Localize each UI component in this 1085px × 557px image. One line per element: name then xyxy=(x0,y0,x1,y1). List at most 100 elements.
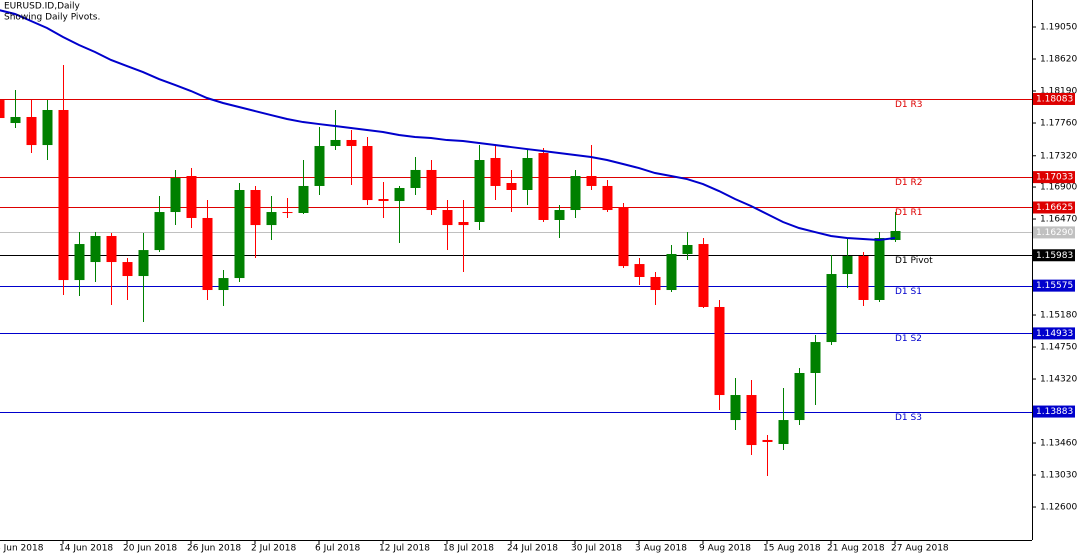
pivot-label: D1 R3 xyxy=(895,100,923,110)
x-tick-label: 21 Aug 2018 xyxy=(827,544,885,554)
x-tick-label: 18 Jul 2018 xyxy=(443,544,494,554)
candle-body xyxy=(266,212,277,226)
x-tick-label: 8 Jun 2018 xyxy=(0,544,44,554)
x-tick-label: 27 Aug 2018 xyxy=(891,544,949,554)
plot-area xyxy=(0,9,1032,476)
y-tick-label: 1.16900 xyxy=(1040,183,1077,193)
candle-body xyxy=(858,256,869,300)
candle-body xyxy=(826,274,837,343)
candle-body xyxy=(458,221,469,226)
candle-body xyxy=(186,176,197,218)
x-tick-label: 6 Jul 2018 xyxy=(315,544,360,554)
candle-body xyxy=(42,109,53,146)
moving-average xyxy=(0,9,896,242)
candle-body xyxy=(554,210,565,220)
candle-body xyxy=(762,439,773,442)
y-tick-label: 1.17760 xyxy=(1040,119,1077,129)
candle-body xyxy=(666,253,677,291)
candle-body xyxy=(410,169,421,188)
y-tick-label: 1.12600 xyxy=(1040,503,1077,513)
candle-body xyxy=(522,157,533,190)
candle-body xyxy=(794,372,805,421)
y-tick-label: 1.13460 xyxy=(1040,439,1077,449)
price-box-label: 1.17033 xyxy=(1036,173,1073,183)
candle-body xyxy=(74,244,85,281)
candle-body xyxy=(634,264,645,277)
price-box-label: 1.16290 xyxy=(1036,228,1073,238)
x-tick-label: 26 Jun 2018 xyxy=(187,544,241,554)
candle-body xyxy=(714,306,725,396)
price-box-label: 1.13883 xyxy=(1036,407,1073,417)
pivot-label: D1 S1 xyxy=(895,287,922,297)
y-tick-label: 1.18620 xyxy=(1040,55,1077,65)
candle-body xyxy=(810,342,821,373)
candle-body xyxy=(378,199,389,202)
candle-body xyxy=(282,212,293,214)
candle-body xyxy=(154,212,165,251)
chart-title: EURUSD.ID,Daily xyxy=(4,2,81,12)
candle-body xyxy=(10,116,21,124)
x-tick-label: 20 Jun 2018 xyxy=(123,544,177,554)
y-tick-label: 1.18190 xyxy=(1040,87,1077,97)
candle-body xyxy=(314,146,325,186)
y-tick-label: 1.19050 xyxy=(1040,23,1077,33)
price-box-label: 1.14933 xyxy=(1036,329,1073,339)
x-tick-label: 24 Jul 2018 xyxy=(507,544,558,554)
pivot-label: D1 S2 xyxy=(895,334,922,344)
candle-body xyxy=(138,250,149,277)
price-box xyxy=(1033,201,1075,214)
candle-body xyxy=(394,187,405,202)
candle-body xyxy=(218,278,229,291)
price-box xyxy=(1033,226,1075,239)
x-tick-label: 14 Jun 2018 xyxy=(59,544,113,554)
candle-body xyxy=(730,395,741,421)
candle-body xyxy=(0,100,5,119)
y-tick-label: 1.15180 xyxy=(1040,311,1077,321)
candle-body xyxy=(682,244,693,254)
candle-body xyxy=(346,139,357,147)
candle-body xyxy=(58,109,69,281)
candle-body xyxy=(250,189,261,226)
price-box xyxy=(1033,405,1075,418)
candle-body xyxy=(202,217,213,291)
candle-body xyxy=(234,189,245,279)
y-tick-label: 1.14320 xyxy=(1040,375,1077,385)
candle-body xyxy=(298,185,309,213)
candle-body xyxy=(170,178,181,213)
y-tick-label: 1.16470 xyxy=(1040,215,1077,225)
x-tick-label: 30 Jul 2018 xyxy=(571,544,622,554)
price-box xyxy=(1033,92,1075,105)
candle-body xyxy=(778,420,789,444)
candle-body xyxy=(602,185,613,211)
candle-body xyxy=(506,183,517,190)
x-tick-label: 12 Jul 2018 xyxy=(379,544,430,554)
pivot-label: D1 R2 xyxy=(895,178,923,188)
candle-body xyxy=(586,176,597,186)
y-tick-label: 1.14750 xyxy=(1040,343,1077,353)
candle-body xyxy=(474,160,485,222)
candle-body xyxy=(362,146,373,201)
y-tick-label: 1.13030 xyxy=(1040,471,1077,481)
x-tick-label: 9 Aug 2018 xyxy=(699,544,751,554)
pivot-label: D1 S3 xyxy=(895,413,922,423)
candle-body xyxy=(618,207,629,267)
candle-body xyxy=(426,169,437,211)
price-box xyxy=(1033,279,1075,292)
price-box xyxy=(1033,171,1075,184)
candle-body xyxy=(874,237,885,300)
x-tick-label: 15 Aug 2018 xyxy=(763,544,821,554)
price-box-label: 1.15575 xyxy=(1036,281,1073,291)
candle-body xyxy=(570,176,581,211)
candle-body xyxy=(122,262,133,277)
candle-body xyxy=(890,231,901,241)
candle-body xyxy=(538,153,549,220)
price-box-label: 1.15983 xyxy=(1036,251,1073,261)
candle-body xyxy=(106,235,117,263)
candle-body xyxy=(650,276,661,291)
candle-body xyxy=(26,116,37,146)
candle-body xyxy=(90,235,101,263)
price-box xyxy=(1033,249,1075,262)
candle-body xyxy=(442,210,453,226)
chart-subtitle: Showing Daily Pivots. xyxy=(4,13,100,23)
